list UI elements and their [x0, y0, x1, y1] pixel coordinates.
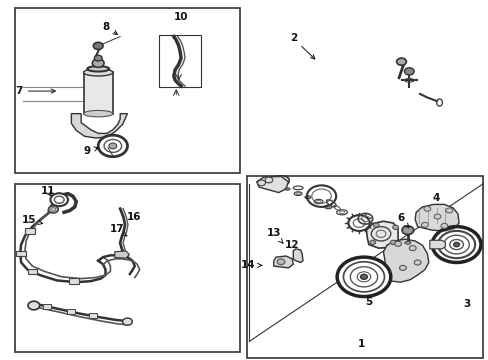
Polygon shape: [115, 251, 129, 258]
Text: 14: 14: [241, 260, 261, 270]
Circle shape: [94, 55, 102, 61]
Circle shape: [336, 257, 390, 297]
Ellipse shape: [267, 176, 289, 188]
Text: 2: 2: [289, 33, 314, 59]
Ellipse shape: [87, 66, 109, 72]
Text: 16: 16: [126, 212, 141, 221]
Circle shape: [372, 223, 378, 227]
Bar: [15, 184, 239, 352]
Text: 1: 1: [357, 339, 365, 349]
Polygon shape: [383, 239, 428, 282]
Circle shape: [399, 265, 406, 270]
Circle shape: [453, 242, 459, 247]
Bar: [83, 72, 113, 114]
Bar: [43, 304, 51, 309]
Bar: [246, 176, 483, 357]
Polygon shape: [256, 176, 288, 193]
Text: 9: 9: [83, 145, 98, 156]
Polygon shape: [273, 256, 293, 268]
Bar: [15, 8, 239, 173]
Bar: [159, 35, 200, 87]
Text: 11: 11: [41, 186, 55, 197]
Text: 10: 10: [174, 12, 188, 22]
Ellipse shape: [404, 241, 410, 244]
Circle shape: [396, 58, 406, 65]
Circle shape: [109, 143, 117, 149]
Bar: [27, 269, 37, 274]
Circle shape: [408, 246, 415, 251]
Circle shape: [122, 318, 132, 325]
Circle shape: [28, 301, 40, 310]
Circle shape: [369, 240, 375, 244]
Circle shape: [264, 177, 272, 183]
Polygon shape: [414, 204, 458, 231]
Circle shape: [92, 59, 104, 67]
Circle shape: [445, 208, 452, 213]
Text: 4: 4: [431, 193, 439, 203]
Bar: [69, 278, 79, 284]
Text: 7: 7: [16, 86, 55, 96]
Ellipse shape: [83, 111, 113, 117]
Ellipse shape: [83, 69, 113, 76]
Circle shape: [389, 240, 395, 244]
Circle shape: [360, 274, 366, 279]
Circle shape: [392, 225, 398, 229]
Bar: [89, 313, 97, 318]
Circle shape: [401, 226, 413, 234]
Circle shape: [93, 42, 103, 49]
Circle shape: [423, 206, 430, 211]
Text: 5: 5: [365, 297, 372, 307]
Text: 6: 6: [396, 213, 408, 228]
Bar: [67, 309, 75, 314]
Polygon shape: [366, 221, 397, 248]
Circle shape: [440, 224, 447, 228]
Polygon shape: [293, 249, 303, 262]
Polygon shape: [429, 240, 445, 249]
Circle shape: [433, 214, 440, 219]
Circle shape: [394, 241, 401, 246]
Circle shape: [413, 260, 420, 265]
Polygon shape: [71, 114, 127, 138]
Circle shape: [98, 135, 127, 157]
Text: 15: 15: [21, 215, 42, 225]
Bar: [16, 251, 26, 256]
Circle shape: [277, 259, 285, 265]
Circle shape: [48, 206, 58, 213]
Circle shape: [421, 222, 427, 227]
Bar: [25, 228, 35, 234]
Circle shape: [257, 180, 265, 186]
Text: 13: 13: [266, 228, 283, 243]
Circle shape: [404, 68, 413, 75]
Text: 12: 12: [285, 239, 299, 249]
Text: 3: 3: [463, 299, 470, 309]
Text: 8: 8: [102, 22, 117, 35]
Text: 17: 17: [109, 224, 127, 236]
Circle shape: [50, 193, 68, 206]
